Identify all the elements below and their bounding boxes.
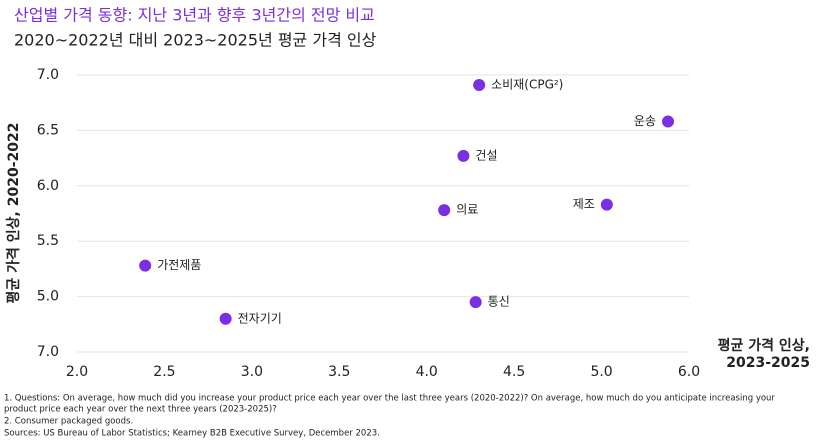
point bbox=[219, 312, 232, 325]
point-label: 의료 bbox=[456, 203, 478, 217]
point bbox=[473, 78, 486, 91]
point bbox=[438, 204, 451, 217]
y-tick-label: 7.0 bbox=[37, 344, 59, 360]
point-label: 전자기기 bbox=[238, 311, 282, 325]
x-tick-label: 5.0 bbox=[590, 364, 612, 380]
footnote: Sources: US Bureau of Labor Statistics; … bbox=[4, 429, 380, 439]
footnote: 1. Questions: On average, how much did y… bbox=[4, 394, 775, 404]
y-axis-label: 평균 가격 인상, 2020-2022 bbox=[5, 123, 22, 304]
y-tick-label: 5.0 bbox=[37, 289, 59, 305]
footnote: 2. Consumer packaged goods. bbox=[4, 417, 133, 427]
point bbox=[457, 149, 470, 162]
x-tick-label: 2.5 bbox=[153, 364, 175, 380]
footnote: product price each year over the next th… bbox=[4, 405, 277, 415]
point bbox=[139, 259, 152, 272]
y-tick-label: 6.5 bbox=[37, 122, 59, 138]
point-label: 제조 bbox=[573, 197, 595, 211]
chart-title: 산업별 가격 동향: 지난 3년과 향후 3년간의 전망 비교 bbox=[14, 6, 375, 25]
x-tick-label: 4.0 bbox=[416, 364, 438, 380]
x-tick-label: 6.0 bbox=[678, 364, 700, 380]
x-axis-label: 2023-2025 bbox=[726, 355, 810, 371]
point-label: 건설 bbox=[475, 148, 497, 162]
x-tick-label: 2.0 bbox=[66, 364, 88, 380]
point bbox=[600, 198, 613, 211]
y-tick-label: 5.5 bbox=[37, 233, 59, 249]
point-label: 가전제품 bbox=[157, 258, 201, 272]
point bbox=[469, 296, 482, 309]
point bbox=[662, 115, 675, 128]
point-label: 통신 bbox=[488, 295, 510, 309]
chart-subtitle: 2020~2022년 대비 2023~2025년 평균 가격 인상 bbox=[14, 31, 377, 50]
y-tick-label: 7.0 bbox=[37, 67, 59, 83]
x-tick-label: 3.5 bbox=[328, 364, 350, 380]
y-tick-label: 6.0 bbox=[37, 178, 59, 194]
x-axis-label: 평균 가격 인상, bbox=[718, 337, 810, 354]
x-tick-label: 4.5 bbox=[503, 364, 525, 380]
point-label: 소비재(CPG²) bbox=[491, 77, 563, 91]
x-tick-label: 3.0 bbox=[241, 364, 263, 380]
point-label: 운송 bbox=[634, 114, 656, 128]
